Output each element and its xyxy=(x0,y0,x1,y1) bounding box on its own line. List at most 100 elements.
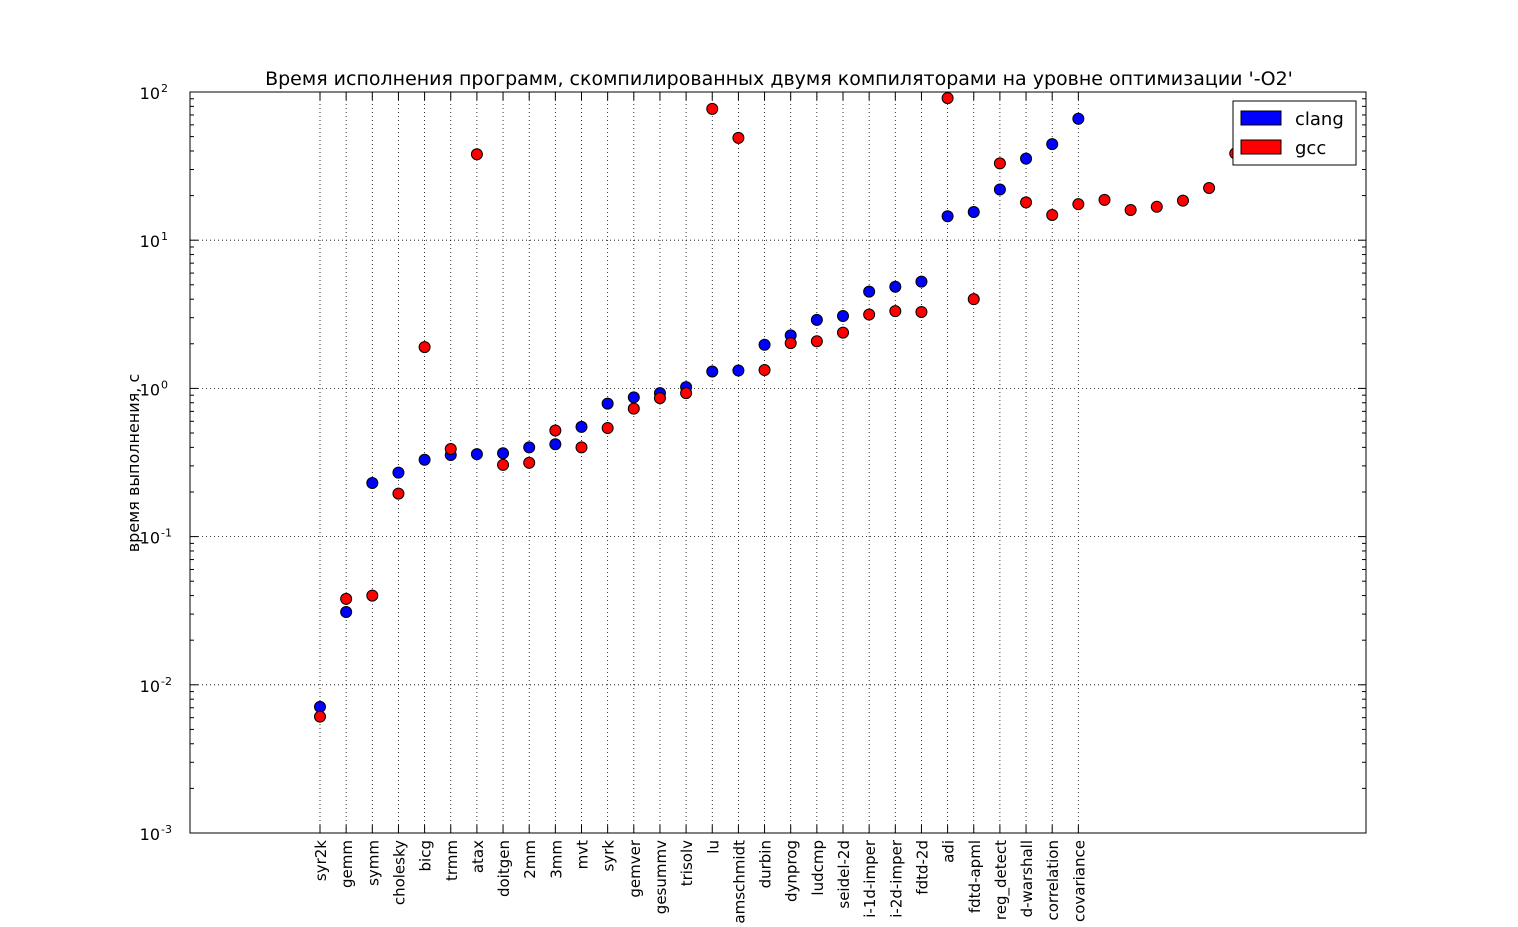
point-gcc xyxy=(889,305,902,318)
x-tick-label: amschmidt xyxy=(730,840,748,924)
y-tick-label: 10 1 xyxy=(140,230,168,251)
point-clang xyxy=(863,285,876,298)
x-tick-label: 2mm xyxy=(521,840,539,879)
point-gcc xyxy=(1176,194,1189,207)
x-tick-label: gesummv xyxy=(652,840,670,914)
point-clang xyxy=(993,183,1006,196)
point-clang xyxy=(810,313,823,326)
legend-label-gcc: gcc xyxy=(1295,138,1326,159)
point-clang xyxy=(706,365,719,378)
point-gcc xyxy=(340,592,353,605)
y-tick-base: 10 xyxy=(140,232,160,251)
legend-swatch-clang xyxy=(1240,110,1282,126)
point-clang xyxy=(1072,112,1085,125)
x-tick-label: doitgen xyxy=(495,840,513,897)
x-tick-label: mvt xyxy=(574,840,592,869)
point-clang xyxy=(967,205,980,218)
point-clang xyxy=(366,476,379,489)
y-tick-label: 10 -3 xyxy=(140,823,172,844)
point-gcc xyxy=(470,148,483,161)
y-tick-label: 10 -2 xyxy=(140,675,172,696)
x-tick-label: adi xyxy=(940,840,958,863)
y-tick-exponent: -1 xyxy=(161,527,172,540)
x-tick-label: fdtd-apml xyxy=(966,840,984,913)
y-tick-base: 10 xyxy=(140,825,160,844)
x-tick-label: i-1d-imper xyxy=(861,839,879,918)
x-tick-label: trisolv xyxy=(678,840,696,886)
y-tick-label: 10 2 xyxy=(140,82,168,103)
y-tick-exponent: 0 xyxy=(161,378,168,391)
point-gcc xyxy=(706,102,719,115)
point-gcc xyxy=(915,305,928,318)
x-tick-label: syrk xyxy=(600,840,618,872)
point-gcc xyxy=(601,422,614,435)
x-tick-label: syr2k xyxy=(312,840,330,881)
x-tick-label: cholesky xyxy=(390,840,408,905)
x-tick-label: durbin xyxy=(757,840,775,888)
plot-frame xyxy=(189,91,1367,834)
x-tick-label: gemm xyxy=(338,840,356,888)
point-clang xyxy=(549,438,562,451)
x-tick-label: symm xyxy=(364,840,382,886)
y-axis-label: время выполнения, с xyxy=(124,374,143,553)
y-tick-base: 10 xyxy=(140,677,160,696)
point-gcc xyxy=(863,308,876,321)
grid-lines xyxy=(190,92,1366,833)
chart-title: Время исполнения программ, скомпилирован… xyxy=(265,68,1293,90)
point-gcc xyxy=(1020,196,1033,209)
legend-swatch-gcc xyxy=(1240,139,1282,155)
point-clang xyxy=(758,338,771,351)
point-gcc xyxy=(941,92,954,105)
x-tick-label: gemver xyxy=(626,839,644,897)
point-clang xyxy=(601,397,614,410)
x-tick-label: bicg xyxy=(417,840,435,871)
point-clang xyxy=(470,448,483,461)
x-tick-label: covariance xyxy=(1070,840,1088,922)
point-gcc xyxy=(1150,200,1163,213)
point-gcc xyxy=(1046,208,1059,221)
legend-label-clang: clang xyxy=(1295,109,1344,130)
point-gcc xyxy=(444,443,457,456)
point-gcc xyxy=(627,402,640,415)
x-tick-label: seidel-2d xyxy=(835,840,853,909)
point-clang xyxy=(1020,152,1033,165)
point-gcc xyxy=(523,456,536,469)
y-tick-exponent: -2 xyxy=(161,675,172,688)
point-gcc xyxy=(366,589,379,602)
point-clang xyxy=(837,309,849,322)
point-gcc xyxy=(837,326,849,339)
point-gcc xyxy=(653,392,666,405)
point-clang xyxy=(915,275,928,288)
point-gcc xyxy=(497,458,510,471)
point-clang xyxy=(941,210,954,223)
x-tick-label: dynprog xyxy=(783,840,801,902)
x-tick-label: reg_detect xyxy=(992,840,1011,920)
data-points xyxy=(314,92,1242,723)
point-gcc xyxy=(967,293,980,306)
x-tick-labels: syr2k gemm symm cholesky bicg trmm atax doitgen… xyxy=(312,92,1088,924)
x-tick-label: 3mm xyxy=(547,840,565,879)
y-tick-base: 10 xyxy=(140,84,160,103)
point-gcc xyxy=(314,710,326,723)
point-clang xyxy=(497,447,510,460)
y-tick-base: 10 xyxy=(140,529,160,548)
point-gcc xyxy=(758,364,771,377)
x-tick-label: fdtd-2d xyxy=(913,840,931,895)
x-tick-label: ludcmp xyxy=(809,840,827,896)
point-gcc xyxy=(993,157,1006,170)
y-tick-base: 10 xyxy=(140,380,160,399)
point-gcc xyxy=(575,441,588,454)
point-gcc xyxy=(1098,193,1111,206)
x-tick-label: correlation xyxy=(1044,840,1062,921)
x-tick-label: trmm xyxy=(443,840,461,881)
legend: clang gcc xyxy=(1232,100,1357,166)
point-clang xyxy=(1046,138,1059,151)
point-gcc xyxy=(392,487,405,500)
point-clang xyxy=(627,391,640,404)
point-clang xyxy=(732,364,745,377)
x-tick-label: lu xyxy=(704,840,722,854)
point-clang xyxy=(418,453,431,466)
point-clang xyxy=(392,466,405,479)
